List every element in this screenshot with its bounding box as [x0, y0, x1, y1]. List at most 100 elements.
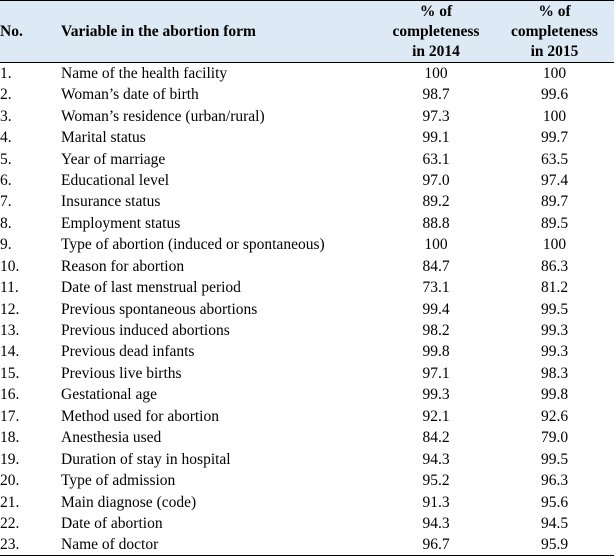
- variable-name: Anesthesia used: [61, 429, 162, 447]
- row-number: 10.: [0, 257, 20, 275]
- completeness-2014: 95.2: [422, 472, 450, 490]
- table-row: 17. Method used for abortion 92.1 92.6: [0, 406, 614, 427]
- completeness-2014: 84.7: [422, 257, 450, 275]
- completeness-2014: 97.3: [422, 107, 450, 125]
- variable-name: Previous spontaneous abortions: [61, 300, 258, 318]
- table-row: 14. Previous dead infants 99.8 99.3: [0, 341, 614, 362]
- completeness-2015: 97.4: [540, 171, 569, 189]
- completeness-2015: 96.3: [540, 472, 569, 490]
- header-2014-line-1: % of: [419, 2, 453, 20]
- completeness-2014: 99.3: [422, 386, 450, 404]
- row-number: 16.: [0, 386, 20, 404]
- header-2014-line-3: in 2014: [412, 42, 460, 60]
- variable-name: Method used for abortion: [61, 407, 219, 425]
- completeness-2015: 92.6: [540, 407, 569, 425]
- row-number: 4.: [0, 129, 12, 147]
- completeness-2015: 99.7: [540, 129, 569, 147]
- completeness-2014: 99.1: [422, 129, 450, 147]
- completeness-2014: 99.8: [422, 343, 450, 361]
- header-completeness-2015: % of completeness in 2015: [495, 1, 614, 63]
- completeness-2015: 95.6: [540, 493, 569, 511]
- table-row: 2. Woman’s date of birth 98.7 99.6: [0, 84, 614, 105]
- completeness-2014: 98.7: [422, 86, 450, 104]
- table-row: 23. Name of doctor 96.7 95.9: [0, 534, 614, 556]
- row-number: 23.: [0, 536, 20, 554]
- table-row: 11. Date of last menstrual period 73.1 81.2: [0, 277, 614, 298]
- completeness-2015: 79.0: [540, 429, 569, 447]
- header-no: No.: [0, 22, 23, 40]
- completeness-2014: 96.7: [422, 536, 450, 554]
- table-row: 5. Year of marriage 63.1 63.5: [0, 148, 614, 169]
- row-number: 20.: [0, 472, 20, 490]
- completeness-2015: 100: [542, 65, 567, 82]
- table-row: 10. Reason for abortion 84.7 86.3: [0, 256, 614, 277]
- row-number: 15.: [0, 364, 20, 382]
- variable-name: Marital status: [61, 129, 146, 147]
- header-2015-line-3: in 2015: [530, 42, 579, 60]
- row-number: 5.: [0, 150, 12, 168]
- variable-name: Woman’s date of birth: [61, 86, 199, 104]
- variable-name: Insurance status: [61, 193, 161, 211]
- variable-name: Year of marriage: [61, 150, 166, 168]
- completeness-2015: 81.2: [540, 279, 569, 297]
- table-row: 13. Previous induced abortions 98.2 99.3: [0, 320, 614, 341]
- row-number: 11.: [0, 279, 19, 297]
- row-number: 19.: [0, 450, 20, 468]
- completeness-2015: 94.5: [540, 514, 569, 532]
- row-number: 3.: [0, 107, 12, 125]
- table-row: 20. Type of admission 95.2 96.3: [0, 470, 614, 491]
- completeness-2015: 89.7: [540, 193, 569, 211]
- completeness-2015: 99.5: [540, 450, 569, 468]
- variable-name: Type of abortion (induced or spontaneous…: [61, 236, 325, 254]
- row-number: 9.: [0, 236, 12, 254]
- completeness-2015: 95.9: [540, 536, 569, 554]
- completeness-2015: 99.5: [540, 300, 569, 318]
- variable-name: Name of doctor: [61, 536, 159, 554]
- header-completeness-2014: % of completeness in 2014: [377, 1, 495, 63]
- table-row: 6. Educational level 97.0 97.4: [0, 170, 614, 191]
- row-number: 8.: [0, 214, 12, 232]
- completeness-2014: 92.1: [422, 407, 450, 425]
- completeness-2015: 99.3: [540, 322, 569, 340]
- row-number: 6.: [0, 171, 12, 189]
- completeness-2015: 99.3: [540, 343, 569, 361]
- completeness-2014: 97.1: [422, 364, 450, 382]
- completeness-2015: 99.6: [540, 86, 569, 104]
- variable-name: Reason for abortion: [61, 257, 185, 275]
- completeness-2014: 63.1: [422, 150, 450, 168]
- header-variable: Variable in the abortion form: [61, 22, 256, 40]
- variable-name: Employment status: [61, 214, 181, 232]
- table-row: 1. Name of the health facility 100 100: [0, 63, 614, 85]
- completeness-2015: 99.8: [540, 386, 569, 404]
- table-body: 1. Name of the health facility 100 100 2. Wom…: [0, 63, 614, 556]
- header-row: No. Variable in the abortion form % of c…: [0, 0, 614, 63]
- row-number: 1.: [0, 65, 12, 82]
- completeness-2015: 98.3: [540, 364, 569, 382]
- completeness-2014: 94.3: [422, 450, 450, 468]
- completeness-2014: 84.2: [422, 429, 450, 447]
- table-row: 21. Main diagnose (code) 91.3 95.6: [0, 491, 614, 512]
- header-2015-line-2: completeness: [511, 22, 598, 40]
- variable-name: Date of last menstrual period: [61, 279, 241, 297]
- variable-name: Type of admission: [61, 472, 176, 490]
- completeness-2014: 100: [424, 236, 448, 254]
- table-row: 22. Date of abortion 94.3 94.5: [0, 513, 614, 534]
- table-row: 9. Type of abortion (induced or spontaneo…: [0, 234, 614, 255]
- table-header: No. Variable in the abortion form % of c…: [0, 0, 614, 63]
- completeness-2014: 97.0: [422, 171, 450, 189]
- variable-name: Educational level: [61, 171, 170, 189]
- completeness-2015: 100: [542, 107, 567, 125]
- row-number: 17.: [0, 407, 20, 425]
- row-number: 2.: [0, 86, 12, 104]
- completeness-2014: 94.3: [422, 514, 450, 532]
- table-row: 8. Employment status 88.8 89.5: [0, 213, 614, 234]
- variable-name: Woman’s residence (urban/rural): [61, 107, 265, 125]
- table-row: 18. Anesthesia used 84.2 79.0: [0, 427, 614, 448]
- variable-name: Previous induced abortions: [61, 322, 230, 340]
- table-row: 7. Insurance status 89.2 89.7: [0, 191, 614, 212]
- completeness-2015: 100: [542, 236, 567, 254]
- completeness-2015: 63.5: [540, 150, 569, 168]
- completeness-2014: 88.8: [422, 214, 450, 232]
- row-number: 14.: [0, 343, 20, 361]
